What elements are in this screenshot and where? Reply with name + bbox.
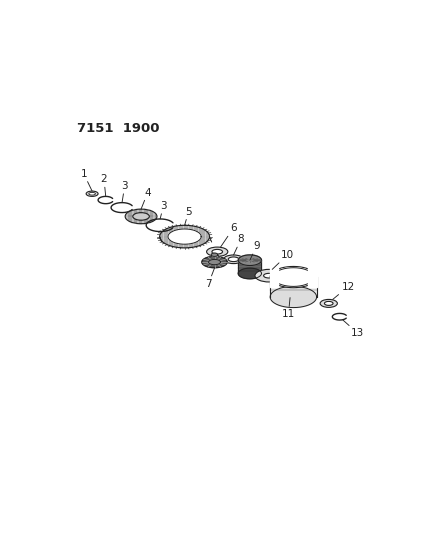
Text: 5: 5 [184, 207, 192, 225]
Polygon shape [211, 255, 218, 256]
Text: 7: 7 [205, 268, 214, 289]
Ellipse shape [320, 300, 337, 308]
Ellipse shape [133, 213, 149, 220]
Text: 2: 2 [101, 174, 107, 196]
Polygon shape [208, 260, 220, 265]
Polygon shape [308, 266, 317, 287]
Text: 9: 9 [250, 241, 260, 260]
Ellipse shape [86, 191, 98, 196]
Text: 10: 10 [272, 250, 294, 269]
Polygon shape [238, 260, 262, 273]
Ellipse shape [207, 247, 228, 256]
Ellipse shape [125, 209, 157, 224]
Ellipse shape [223, 255, 244, 264]
Polygon shape [168, 229, 201, 244]
Ellipse shape [324, 301, 333, 305]
Polygon shape [270, 286, 317, 308]
Polygon shape [211, 253, 218, 256]
Polygon shape [270, 277, 317, 297]
Ellipse shape [264, 273, 274, 278]
Polygon shape [273, 268, 314, 286]
Text: 4: 4 [141, 188, 151, 209]
Polygon shape [160, 225, 209, 248]
Polygon shape [238, 268, 262, 279]
Ellipse shape [255, 269, 283, 282]
Ellipse shape [212, 249, 223, 254]
Text: 7151  1900: 7151 1900 [77, 122, 159, 134]
Text: 13: 13 [343, 320, 365, 338]
Text: 6: 6 [220, 223, 236, 247]
Ellipse shape [228, 257, 239, 262]
Text: 1: 1 [80, 169, 92, 191]
Text: 3: 3 [160, 201, 167, 219]
Text: 12: 12 [333, 282, 355, 300]
Ellipse shape [89, 192, 95, 195]
Text: 8: 8 [234, 235, 244, 255]
Polygon shape [270, 266, 279, 287]
Polygon shape [202, 256, 227, 268]
Text: 3: 3 [122, 181, 128, 203]
Text: 11: 11 [282, 297, 295, 319]
Polygon shape [238, 255, 262, 265]
